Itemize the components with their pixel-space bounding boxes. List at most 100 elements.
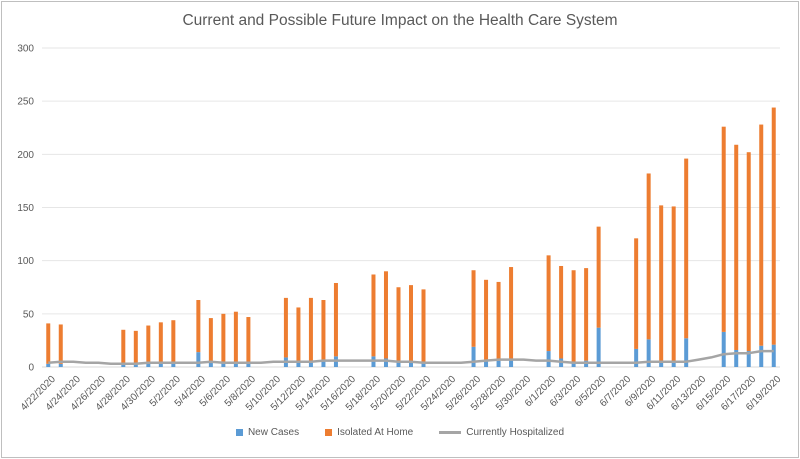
y-tick-label: 50 — [23, 309, 35, 320]
bar-new-cases — [571, 361, 576, 367]
bar-new-cases — [396, 361, 401, 367]
bar-isolated-at-home — [283, 297, 288, 358]
bar-isolated-at-home — [571, 270, 576, 362]
bar-isolated-at-home — [646, 173, 651, 340]
x-axis-ticks: 4/22/20204/24/20204/26/20204/28/20204/30… — [19, 374, 784, 414]
bar-isolated-at-home — [471, 270, 476, 347]
legend-swatch-currently-hospitalized — [439, 431, 462, 434]
bar-new-cases — [721, 331, 726, 367]
bar-isolated-at-home — [146, 325, 151, 362]
y-axis-ticks: 0 50 100 150 200 250 300 — [17, 44, 34, 374]
y-tick-label: 200 — [17, 150, 34, 161]
bar-new-cases — [546, 351, 551, 367]
bar-new-cases — [121, 363, 126, 367]
legend-item-currently-hospitalized: Currently Hospitalized — [439, 427, 564, 438]
bar-isolated-at-home — [484, 279, 489, 361]
bar-isolated-at-home — [421, 289, 426, 362]
bar-new-cases — [409, 361, 413, 367]
bars — [46, 107, 776, 367]
bar-isolated-at-home — [221, 313, 226, 362]
bar-isolated-at-home — [771, 107, 776, 345]
bar-isolated-at-home — [121, 329, 126, 364]
bar-isolated-at-home — [158, 322, 163, 363]
legend-label-new-cases: New Cases — [247, 427, 300, 438]
y-tick-label: 250 — [17, 97, 34, 108]
bar-isolated-at-home — [671, 206, 676, 361]
bar-isolated-at-home — [409, 285, 413, 362]
bar-isolated-at-home — [333, 282, 338, 357]
bar-new-cases — [684, 338, 689, 367]
bar-new-cases — [233, 361, 238, 367]
legend-item-new-cases: New Cases — [235, 427, 300, 438]
bar-isolated-at-home — [321, 300, 326, 360]
bar-new-cases — [196, 352, 201, 367]
legend-item-isolated-at-home: Isolated At Home — [325, 427, 413, 438]
bar-new-cases — [471, 346, 476, 367]
bar-isolated-at-home — [509, 267, 514, 359]
bar-new-cases — [646, 339, 651, 367]
bar-new-cases — [596, 327, 601, 367]
chart-title: Current and Possible Future Impact on th… — [182, 12, 618, 29]
bar-new-cases — [246, 362, 251, 367]
bar-new-cases — [421, 361, 426, 367]
bar-new-cases — [634, 348, 639, 367]
bar-isolated-at-home — [734, 144, 739, 350]
legend-label-isolated-at-home: Isolated At Home — [337, 427, 414, 438]
bar-isolated-at-home — [46, 323, 51, 364]
bar-new-cases — [321, 359, 326, 367]
bar-new-cases — [58, 363, 63, 367]
bar-isolated-at-home — [233, 311, 238, 362]
bar-new-cases — [746, 351, 751, 367]
bar-isolated-at-home — [246, 317, 251, 363]
legend-swatch-isolated-at-home — [325, 429, 333, 436]
bar-new-cases — [509, 358, 514, 367]
bar-isolated-at-home — [759, 124, 764, 346]
bar-isolated-at-home — [58, 324, 63, 364]
bar-new-cases — [308, 360, 313, 367]
bar-new-cases — [208, 362, 213, 367]
bar-isolated-at-home — [496, 281, 501, 361]
bar-isolated-at-home — [396, 287, 401, 362]
bar-isolated-at-home — [546, 255, 551, 352]
line-currently-hospitalized — [48, 349, 774, 366]
gridlines — [42, 47, 780, 368]
legend-label-currently-hospitalized: Currently Hospitalized — [466, 427, 565, 438]
bar-new-cases — [484, 360, 489, 367]
bar-new-cases — [734, 349, 739, 367]
bar-new-cases — [759, 345, 764, 367]
bar-isolated-at-home — [196, 300, 201, 353]
bar-new-cases — [771, 344, 776, 367]
bar-isolated-at-home — [596, 226, 601, 328]
bar-new-cases — [659, 360, 664, 367]
bar-isolated-at-home — [584, 268, 589, 361]
bar-isolated-at-home — [133, 330, 138, 363]
bar-isolated-at-home — [208, 318, 213, 363]
y-tick-label: 100 — [17, 256, 34, 267]
bar-new-cases — [46, 363, 51, 367]
bar-isolated-at-home — [746, 152, 751, 352]
bar-new-cases — [496, 360, 501, 367]
bar-isolated-at-home — [634, 238, 639, 349]
hospitalized-line — [48, 349, 774, 366]
bar-new-cases — [171, 362, 176, 367]
y-tick-label: 300 — [17, 44, 34, 55]
bar-isolated-at-home — [721, 126, 726, 332]
legend: New Cases Isolated At Home Currently Hos… — [0, 427, 800, 438]
bar-isolated-at-home — [371, 274, 376, 357]
legend-swatch-new-cases — [235, 429, 243, 436]
bar-isolated-at-home — [659, 205, 664, 361]
bar-isolated-at-home — [559, 265, 564, 359]
bar-isolated-at-home — [296, 307, 301, 362]
y-tick-label: 0 — [28, 363, 34, 374]
bar-isolated-at-home — [684, 158, 689, 339]
bar-new-cases — [296, 361, 301, 367]
bar-new-cases — [158, 362, 163, 367]
bar-new-cases — [146, 361, 151, 367]
bar-isolated-at-home — [171, 320, 176, 363]
bar-isolated-at-home — [308, 297, 313, 361]
bar-isolated-at-home — [383, 271, 388, 359]
bar-new-cases — [671, 360, 676, 367]
bar-new-cases — [221, 361, 226, 367]
